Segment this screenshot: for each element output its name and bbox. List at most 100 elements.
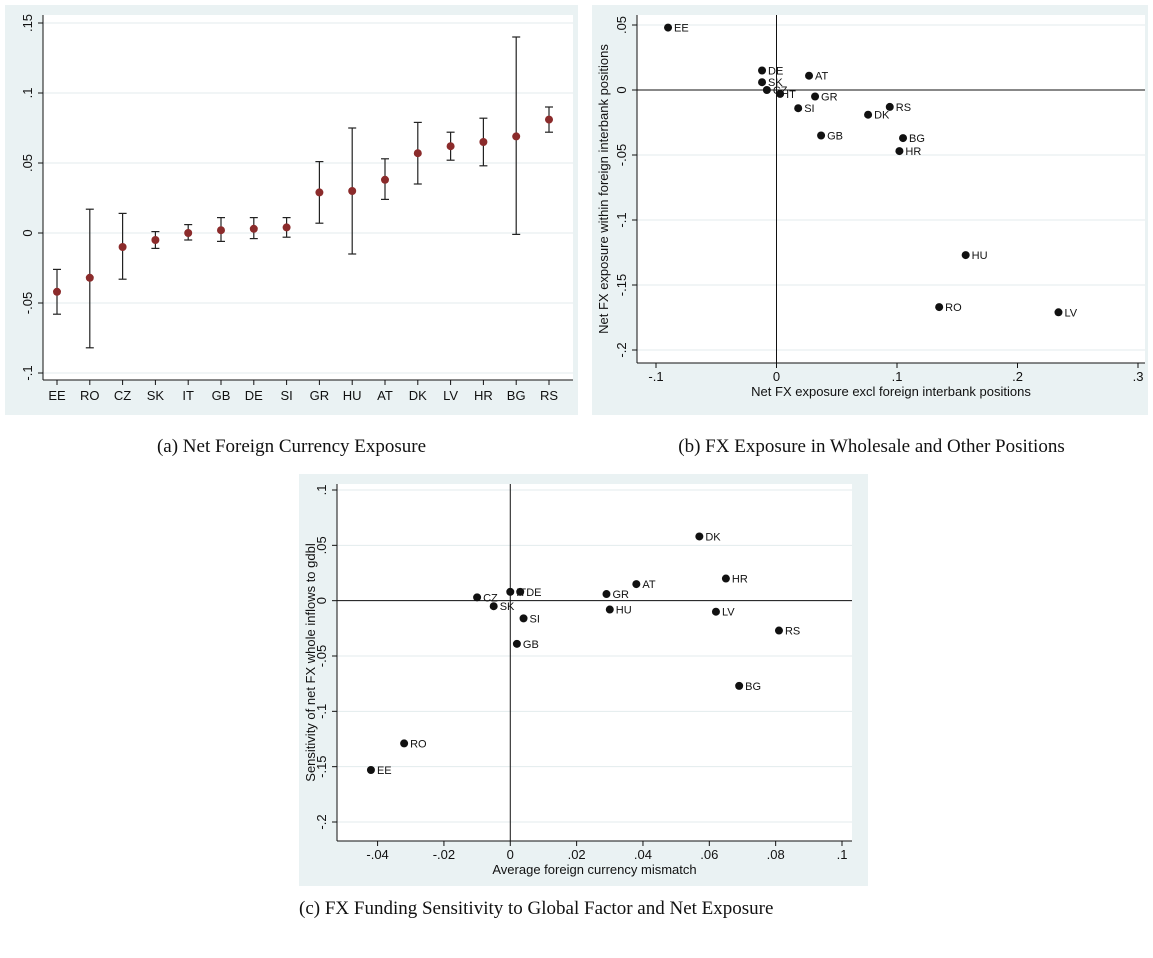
point-label: SI [530, 613, 540, 625]
point-label: AT [642, 579, 656, 591]
data-point [776, 90, 784, 98]
point-label: SI [804, 103, 814, 115]
y-axis-title: Sensitivity of net FX whole inflows to g… [303, 543, 318, 782]
point-label: DE [768, 66, 783, 78]
ytick-label: -.2 [614, 342, 629, 357]
data-point [381, 176, 389, 184]
xtick-label: .06 [700, 847, 718, 862]
point-label: HU [616, 605, 632, 617]
point-label: EE [377, 765, 392, 777]
xtick-label: EE [48, 388, 66, 403]
point-label: HR [905, 146, 921, 158]
ytick-label: -.05 [614, 144, 629, 166]
ytick-label: -.05 [20, 292, 35, 314]
point-label: HU [972, 250, 988, 262]
point-label: GR [612, 589, 629, 601]
xtick-label: -.04 [366, 847, 388, 862]
plot-area [337, 484, 852, 841]
xtick-label: GR [310, 388, 330, 403]
point-label: SK [500, 601, 515, 613]
data-point [283, 223, 291, 231]
data-point [315, 188, 323, 196]
point-label: RS [785, 626, 800, 638]
data-point [506, 588, 514, 596]
point-label: EE [674, 23, 689, 35]
point-label: RO [410, 738, 427, 750]
data-point [763, 86, 771, 94]
xtick-label: .08 [767, 847, 785, 862]
xtick-label: .2 [1012, 369, 1023, 384]
data-point [935, 303, 943, 311]
chart-panel-wholesale-positions: -.2-.15-.1-.050.05-.10.1.2.3EEDESKCZITAT… [592, 5, 1148, 415]
point-label: BG [909, 133, 925, 145]
x-axis-title: Net FX exposure excl foreign interbank p… [751, 384, 1031, 399]
data-point [119, 243, 127, 251]
ytick-label: .05 [614, 16, 629, 34]
data-point [664, 24, 672, 32]
ytick-label: 0 [614, 86, 629, 93]
data-point [864, 111, 872, 119]
xtick-label: AT [377, 388, 393, 403]
xtick-label: HU [343, 388, 362, 403]
data-point [895, 147, 903, 155]
xtick-label: SI [280, 388, 292, 403]
point-label: GB [827, 131, 843, 143]
ytick-label: 0 [20, 229, 35, 236]
y-axis-title: Net FX exposure within foreign interbank… [596, 44, 611, 334]
xtick-label: SK [147, 388, 165, 403]
xtick-label: GB [212, 388, 231, 403]
point-label: AT [815, 71, 829, 83]
data-point [447, 142, 455, 150]
data-point [712, 608, 720, 616]
xtick-label: DK [409, 388, 427, 403]
data-point [512, 132, 520, 140]
x-axis-title: Average foreign currency mismatch [492, 862, 696, 877]
data-point [53, 288, 61, 296]
xtick-label: .1 [837, 847, 848, 862]
ytick-label: .1 [314, 485, 329, 496]
ytick-label: -.2 [314, 814, 329, 829]
ytick-label: .1 [20, 88, 35, 99]
point-label: HR [732, 574, 748, 586]
ytick-label: -.1 [614, 212, 629, 227]
point-label: RS [896, 102, 911, 114]
point-label: LV [722, 607, 735, 619]
data-point [184, 229, 192, 237]
point-label: DK [705, 531, 721, 543]
caption-c: (c) FX Funding Sensitivity to Global Fac… [299, 896, 868, 922]
data-point [479, 138, 487, 146]
data-point [348, 187, 356, 195]
xtick-label: .3 [1133, 369, 1144, 384]
data-point [735, 682, 743, 690]
xtick-label: .04 [634, 847, 652, 862]
xtick-label: -.1 [648, 369, 663, 384]
xtick-label: .02 [568, 847, 586, 862]
xtick-label: RO [80, 388, 100, 403]
ytick-label: .15 [20, 14, 35, 32]
data-point [775, 627, 783, 635]
data-point [400, 739, 408, 747]
point-label: BG [745, 681, 761, 693]
data-point [886, 103, 894, 111]
xtick-label: HR [474, 388, 493, 403]
data-point [86, 274, 94, 282]
data-point [151, 236, 159, 244]
xtick-label: CZ [114, 388, 131, 403]
data-point [794, 104, 802, 112]
chart-funding-sensitivity: -.2 -.15 -.1 -.05 0 .05 .1 -.04 -.02 0 .02 .04 .06 .0… [299, 474, 868, 886]
data-point [250, 225, 258, 233]
data-point [758, 78, 766, 86]
data-point [817, 132, 825, 140]
data-point [473, 593, 481, 601]
data-point [695, 532, 703, 540]
xtick-label: LV [443, 388, 458, 403]
data-point [516, 588, 524, 596]
caption-a: (a) Net Foreign Currency Exposure [5, 434, 578, 460]
xtick-label: -.02 [433, 847, 455, 862]
xtick-label: 0 [507, 847, 514, 862]
point-label: IT [786, 89, 796, 101]
chart-panel-funding-sensitivity: -.2 -.15 -.1 -.05 0.05.1 -.04 -.02 0.02.04.06.0… [299, 474, 868, 886]
data-point [545, 116, 553, 124]
caption-b: (b) FX Exposure in Wholesale and Other P… [590, 434, 1153, 460]
data-point [520, 614, 528, 622]
